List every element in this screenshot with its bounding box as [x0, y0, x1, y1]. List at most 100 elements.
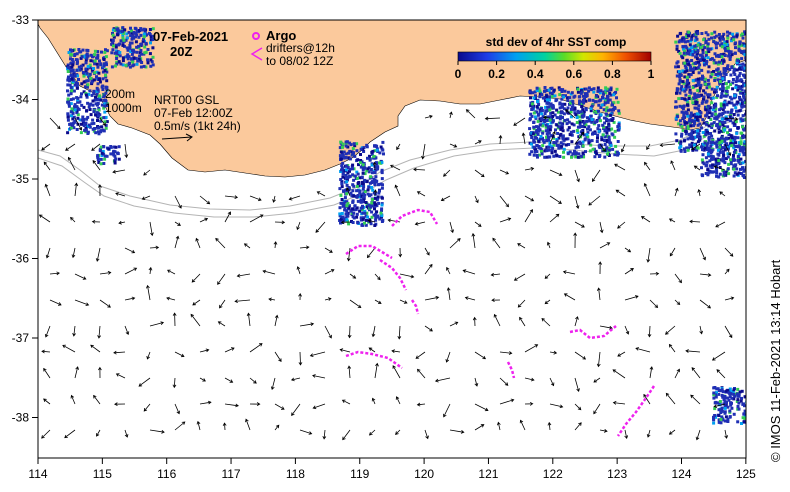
sst-pixel	[607, 127, 611, 131]
sst-pixel	[121, 26, 125, 30]
sst-pixel	[680, 97, 684, 100]
sst-pixel	[99, 98, 103, 102]
sst-pixel	[70, 61, 74, 65]
sst-pixel	[718, 108, 722, 112]
current-arrow	[474, 195, 479, 204]
current-arrow	[273, 241, 278, 249]
sst-pixel	[690, 137, 694, 141]
current-arrow	[665, 325, 676, 335]
sst-pixel	[142, 37, 145, 41]
sst-pixel	[340, 212, 344, 215]
sst-pixel	[575, 141, 579, 145]
sst-pixel	[102, 56, 106, 60]
current-arrow	[395, 396, 401, 405]
sst-pixel	[76, 74, 79, 78]
sst-pixel	[726, 85, 730, 89]
current-arrow	[474, 351, 487, 360]
sst-pixel	[538, 95, 542, 99]
sst-pixel	[544, 123, 548, 127]
current-arrow	[599, 143, 606, 153]
sst-pixel	[718, 172, 722, 176]
sst-pixel	[581, 140, 585, 144]
sst-pixel	[82, 105, 86, 109]
sst-pixel	[348, 169, 351, 173]
colorbar-tick-label: 0.2	[488, 67, 505, 81]
plot-frame	[37, 19, 747, 459]
sst-pixel	[96, 155, 100, 159]
sst-pixel	[340, 182, 344, 186]
current-arrow	[342, 429, 351, 441]
current-arrow	[372, 161, 377, 171]
sst-pixel	[687, 97, 691, 100]
sst-pixel	[341, 142, 345, 146]
current-arrow	[713, 165, 726, 171]
sst-pixel	[680, 110, 684, 114]
sst-pixel	[729, 134, 733, 138]
sst-pixel	[733, 135, 737, 139]
sst-pixel	[130, 31, 134, 35]
sst-pixel	[123, 28, 127, 32]
sst-pixel	[124, 38, 128, 42]
sst-pixel	[706, 42, 710, 46]
sst-pixel	[709, 151, 713, 155]
current-arrow	[546, 241, 551, 249]
sst-pixel	[380, 209, 383, 213]
sst-pixel	[380, 177, 384, 181]
current-arrow	[643, 393, 651, 405]
sst-pixel	[84, 69, 88, 73]
current-arrow	[399, 273, 415, 279]
sst-pixel	[362, 150, 366, 153]
current-arrow	[596, 287, 601, 301]
sst-pixel	[344, 140, 348, 144]
sst-pixel	[699, 77, 702, 81]
sst-pixel	[698, 122, 702, 126]
sst-pixel	[366, 188, 370, 192]
sst-pixel	[697, 83, 700, 87]
sst-pixel	[96, 65, 100, 69]
current-arrow	[617, 351, 626, 357]
sst-pixel	[701, 118, 705, 122]
sst-pixel	[739, 157, 743, 161]
current-arrow	[172, 377, 177, 389]
sst-pixel	[558, 88, 562, 91]
current-arrow	[424, 263, 433, 275]
sst-pixel	[545, 132, 549, 136]
sst-pixel	[717, 55, 721, 58]
sst-pixel	[114, 43, 118, 47]
current-arrow	[424, 295, 440, 301]
sst-pixel	[111, 32, 114, 35]
sst-pixel	[737, 393, 741, 397]
current-arrow	[416, 368, 426, 379]
sst-pixel	[121, 36, 125, 40]
sst-pixel	[725, 81, 728, 85]
sst-pixel	[574, 113, 578, 117]
sst-pixel	[347, 175, 351, 179]
sst-pixel	[85, 117, 89, 121]
sst-pixel	[129, 34, 133, 38]
sst-pixel	[340, 168, 343, 172]
sst-pixel	[700, 32, 704, 35]
sst-pixel	[70, 126, 74, 130]
isobath-200m	[38, 109, 746, 211]
sst-pixel	[733, 137, 737, 141]
sst-pixel	[345, 192, 349, 196]
sst-pixel	[743, 83, 746, 87]
sst-pixel	[127, 30, 131, 34]
sst-pixel	[571, 152, 575, 156]
sst-pixel	[695, 37, 699, 41]
sst-pixel	[104, 75, 108, 79]
current-arrow	[174, 195, 182, 209]
sst-pixel	[104, 91, 108, 95]
sst-pixel	[93, 98, 97, 102]
sst-pixel	[561, 104, 564, 108]
sst-pixel	[689, 132, 693, 136]
sst-pixel	[83, 54, 87, 58]
sst-pixel	[96, 53, 100, 57]
current-arrow	[272, 195, 276, 203]
sst-pixel	[562, 150, 565, 154]
sst-pixel	[694, 112, 698, 116]
sst-pixel	[381, 183, 384, 187]
sst-pixel	[373, 224, 377, 227]
current-arrow	[98, 366, 102, 379]
sst-pixel	[607, 140, 611, 144]
